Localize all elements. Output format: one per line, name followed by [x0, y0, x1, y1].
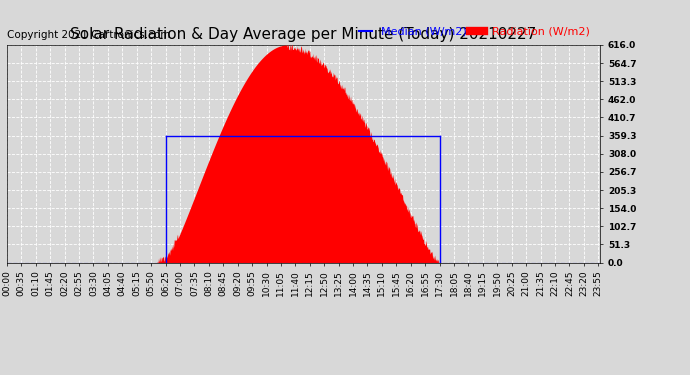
Legend: Median (W/m2), Radiation (W/m2): Median (W/m2), Radiation (W/m2)	[355, 22, 595, 41]
Text: Copyright 2021 Cartronics.com: Copyright 2021 Cartronics.com	[7, 30, 170, 40]
Title: Solar Radiation & Day Average per Minute (Today) 20210227: Solar Radiation & Day Average per Minute…	[70, 27, 537, 42]
